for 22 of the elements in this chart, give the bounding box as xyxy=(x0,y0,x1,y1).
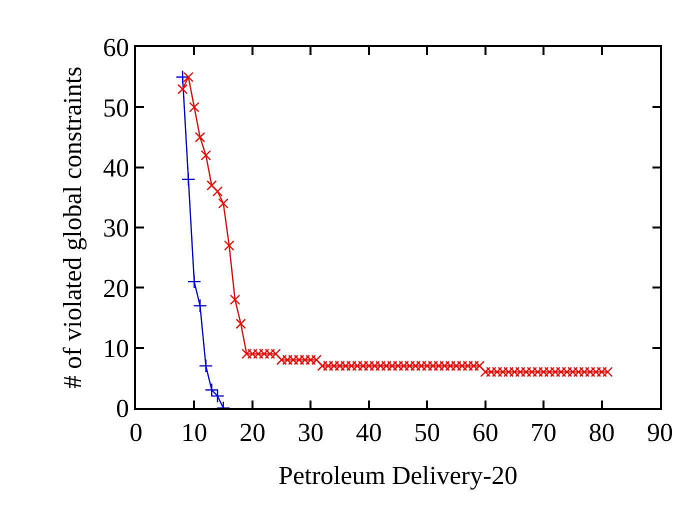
y-tick-label: 60 xyxy=(103,33,130,62)
y-tick-label: 20 xyxy=(103,274,130,303)
x-tick-label: 90 xyxy=(647,418,673,447)
x-tick-label: 60 xyxy=(472,418,498,447)
x-tick-label: 30 xyxy=(298,418,324,447)
y-tick-label: 0 xyxy=(116,394,130,424)
y-tick-label: 50 xyxy=(103,93,130,122)
x-tick-label: 10 xyxy=(181,418,208,447)
point xyxy=(187,274,202,289)
point xyxy=(181,172,196,186)
x-tick-label: 70 xyxy=(530,418,557,447)
x-tick-label: 80 xyxy=(588,418,615,447)
point xyxy=(198,358,213,373)
y-tick-label: 40 xyxy=(103,153,130,182)
point xyxy=(193,298,207,313)
x-axis-title: Petroleum Delivery-20 xyxy=(278,461,518,490)
x-tick-label: 40 xyxy=(356,418,382,447)
x-tick-label: 20 xyxy=(239,418,266,447)
y-tick-label: 30 xyxy=(103,214,130,243)
x-tick-label: 50 xyxy=(414,418,440,447)
y-tick-label: 10 xyxy=(103,334,130,363)
y-axis-title: # of violated global constraints xyxy=(58,66,87,389)
